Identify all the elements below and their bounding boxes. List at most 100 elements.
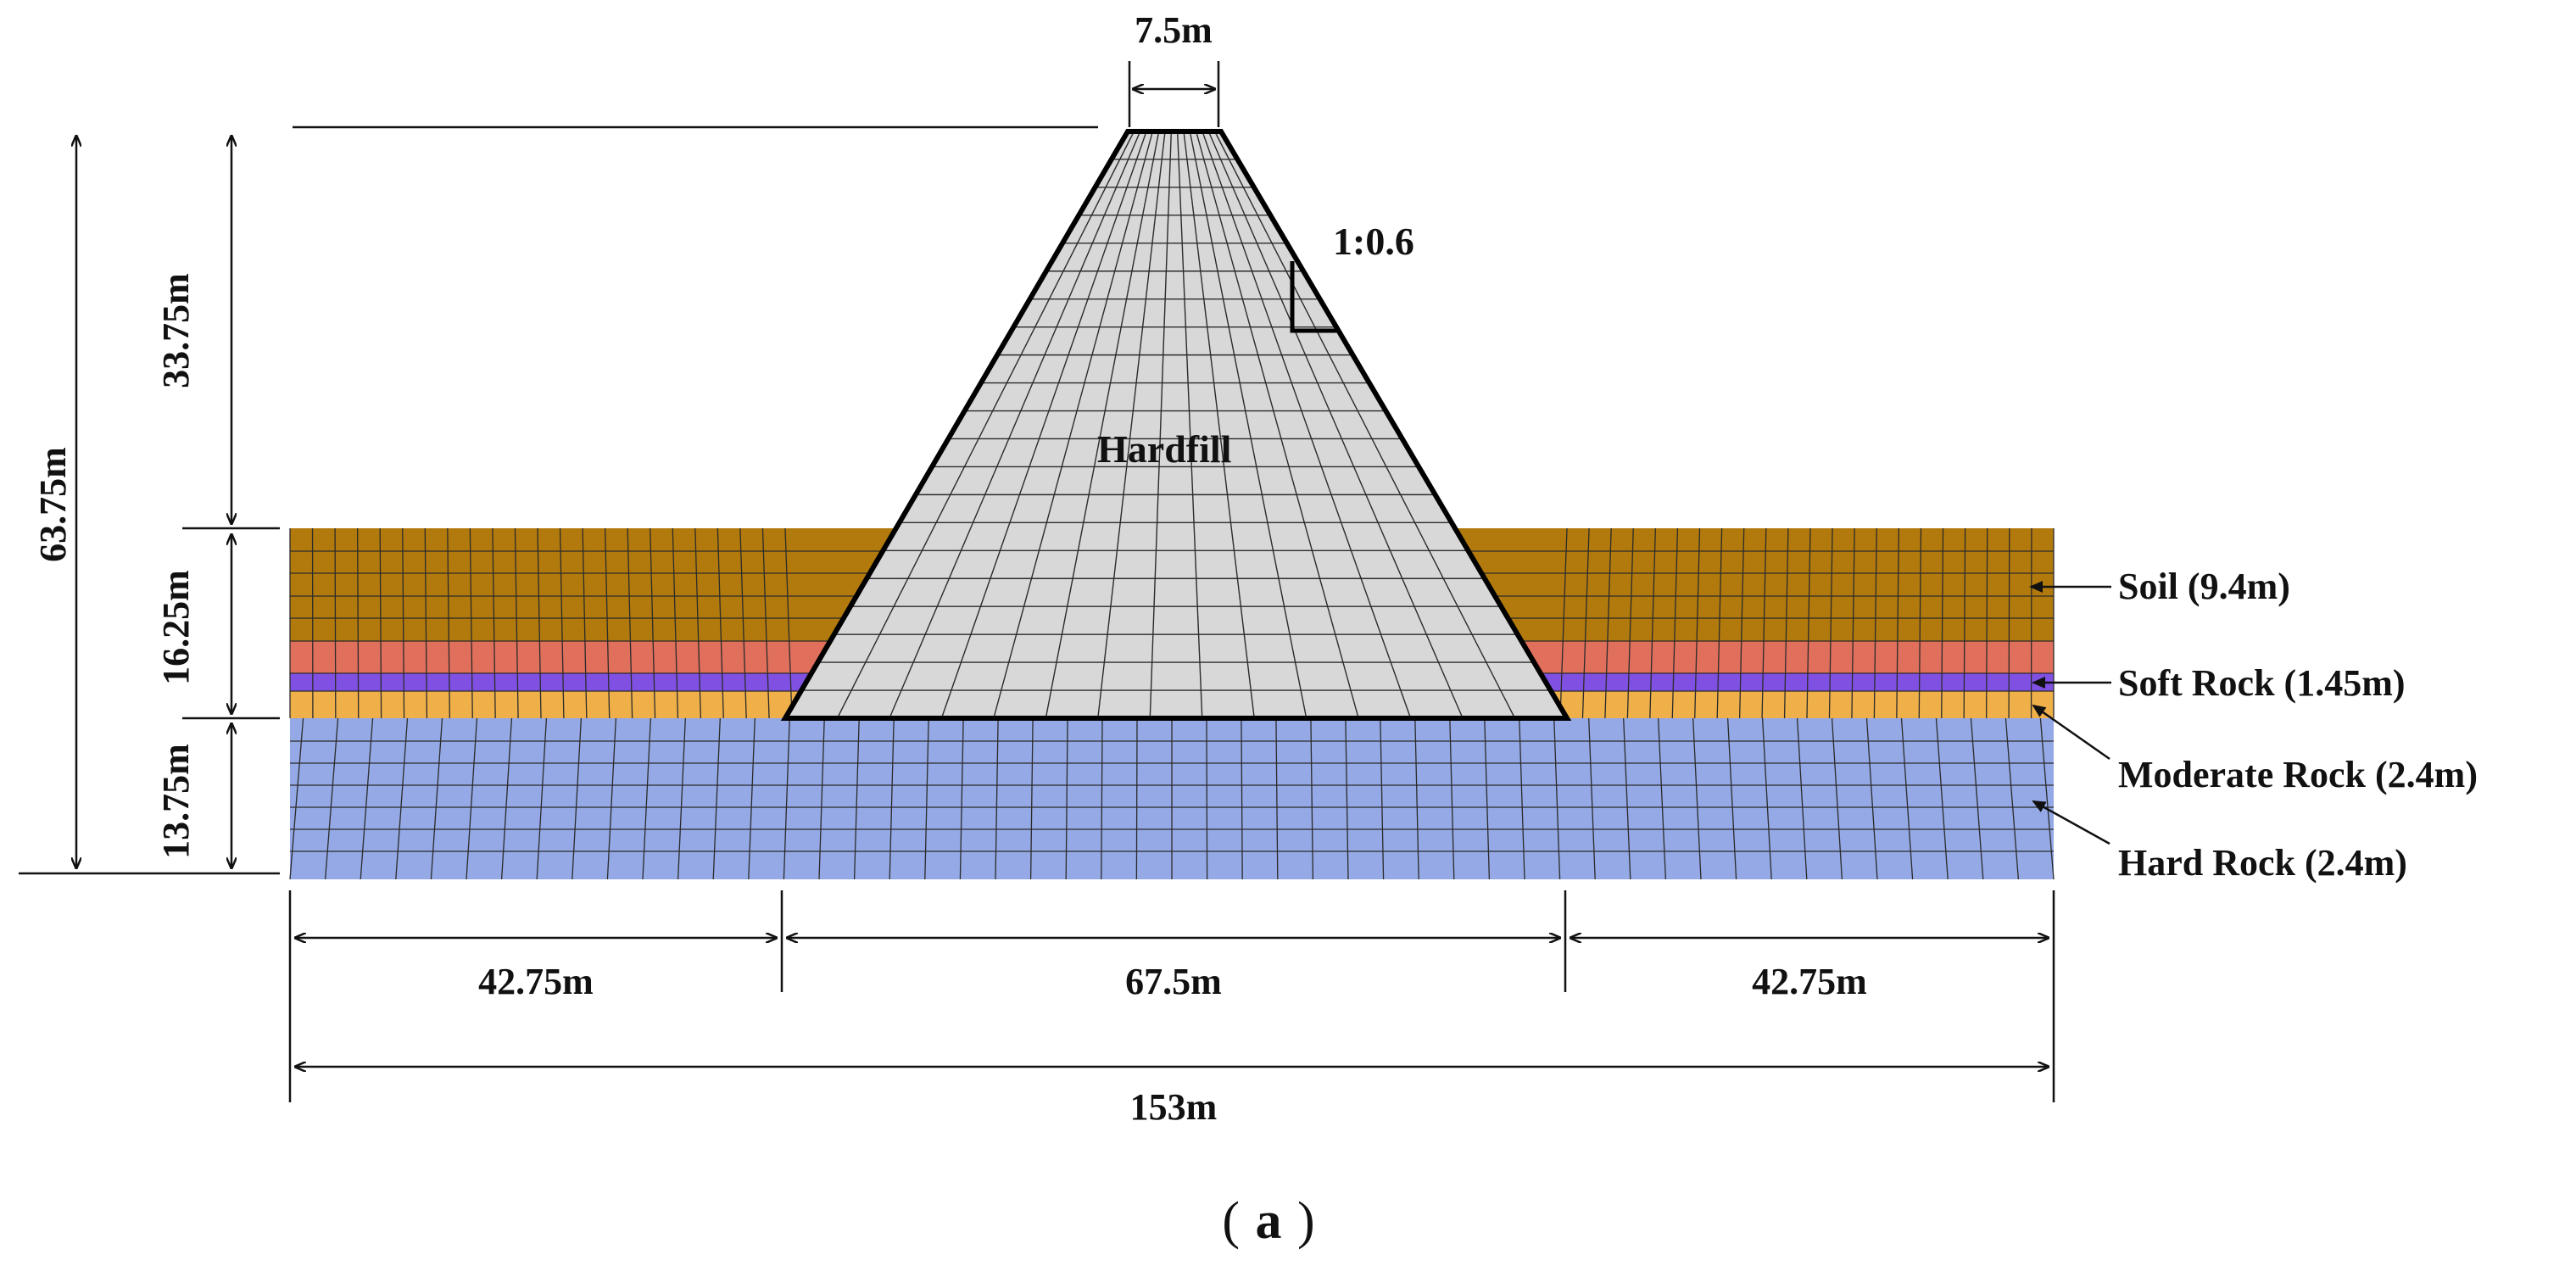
mesh-line [1831, 717, 1843, 880]
mesh-line [1176, 131, 1203, 719]
mesh-line [672, 527, 679, 719]
mesh-line [1865, 717, 1878, 880]
mesh-line [1045, 131, 1160, 719]
mesh-line [536, 717, 548, 880]
mesh-line [582, 527, 588, 719]
mesh-line [514, 527, 519, 719]
mesh-line [466, 717, 478, 880]
layer-label-hard-rock: Hard Rock (2.4m) [2118, 842, 2407, 884]
mesh-line [1101, 717, 1103, 880]
mesh-line [818, 717, 825, 880]
mesh-line [559, 527, 565, 719]
mesh-line [1588, 717, 1596, 880]
mesh-line [379, 527, 382, 719]
horizontal-dimensions [288, 890, 2055, 1102]
mesh-line [784, 527, 793, 719]
mesh-line [324, 717, 339, 880]
mesh-line [1414, 717, 1419, 880]
mesh-line [2004, 717, 2020, 880]
mesh-line [1963, 527, 1966, 719]
mesh-line [1692, 717, 1702, 880]
mesh-line [940, 131, 1147, 719]
right-width-label: 42.75m [1752, 961, 1867, 1002]
mesh-line [1796, 717, 1808, 880]
mesh-line [694, 527, 702, 719]
caption-close-paren: ) [1297, 1192, 1315, 1250]
mesh-line [889, 717, 895, 880]
mesh-line [1189, 131, 1308, 719]
mesh-line [677, 717, 686, 880]
crest-width-label: 7.5m [1135, 9, 1213, 51]
dam-mesh [801, 131, 1551, 719]
mesh-line [1135, 717, 1138, 880]
mesh-line [1449, 717, 1455, 880]
mesh-line [1900, 717, 1914, 880]
mesh-line [500, 717, 513, 880]
mesh-line [712, 717, 721, 880]
mesh-line [993, 131, 1154, 719]
base-width-label: 67.5m [1125, 961, 1222, 1002]
mesh-line [1065, 717, 1068, 880]
dam-body [785, 131, 1567, 718]
mesh-line [716, 527, 724, 719]
caption-letter: a [1256, 1192, 1282, 1250]
foundation-mesh [289, 527, 2055, 880]
mesh-line [761, 527, 770, 719]
mesh-line [1806, 527, 1811, 719]
mesh-line [1183, 131, 1255, 719]
mesh-line [1828, 527, 1833, 719]
mesh-line [2008, 527, 2010, 719]
mesh-line [1671, 527, 1679, 719]
mesh-line [739, 527, 747, 719]
mesh-line [959, 717, 964, 880]
mesh-line [1626, 527, 1634, 719]
upper-foundation-label: 16.25m [155, 570, 197, 685]
caption-open-paren: ( [1222, 1192, 1240, 1250]
dam-label: Hardfill [1097, 427, 1231, 471]
mesh-line [1761, 527, 1767, 719]
total-height-label: 63.75m [32, 447, 74, 562]
slope-label: 1:0.6 [1333, 220, 1414, 263]
mesh-line [1623, 717, 1631, 880]
mesh-line [1029, 717, 1034, 880]
mesh-line [1649, 527, 1657, 719]
layer-label-moderate-rock: Moderate Rock (2.4m) [2118, 754, 2478, 795]
mesh-line [604, 527, 611, 719]
hardfill-dam [780, 129, 1572, 721]
vertical-dimensions [76, 136, 280, 868]
dam-outline [780, 129, 1572, 721]
mesh-line [1275, 717, 1279, 880]
total-width-label: 153m [1130, 1086, 1218, 1128]
mesh-line [783, 717, 790, 880]
mesh-line [650, 527, 656, 719]
layer-label-soft-rock: Soft Rock (1.45m) [2118, 662, 2406, 704]
dam-height-label: 33.75m [155, 273, 197, 388]
mesh-line [1738, 527, 1745, 719]
mesh-line [1896, 527, 1900, 719]
layer-legend [2029, 581, 2111, 845]
mesh-line [2039, 717, 2055, 880]
mesh-line [627, 527, 633, 719]
mesh-line [1214, 131, 1516, 719]
mesh-line [1851, 527, 1855, 719]
mesh-line [1726, 717, 1737, 880]
mesh-line [430, 717, 443, 880]
mesh-line [1149, 131, 1173, 719]
layer-label-soil: Soil (9.4m) [2118, 566, 2290, 607]
mesh-line [1484, 717, 1491, 880]
mesh-line [1694, 527, 1701, 719]
mesh-line [606, 717, 617, 880]
mesh-line [424, 527, 428, 719]
mesh-line [889, 131, 1141, 719]
mesh-line [853, 717, 860, 880]
mesh-line [1658, 717, 1667, 880]
mesh-line [1195, 131, 1359, 719]
mesh-line [289, 717, 304, 880]
mesh-line [1345, 717, 1349, 880]
mesh-line [1918, 527, 1922, 719]
mesh-line [537, 527, 542, 719]
mesh-line [1097, 131, 1166, 719]
mesh-line [1207, 131, 1464, 719]
mesh-line [748, 717, 756, 880]
mesh-line [395, 717, 409, 880]
